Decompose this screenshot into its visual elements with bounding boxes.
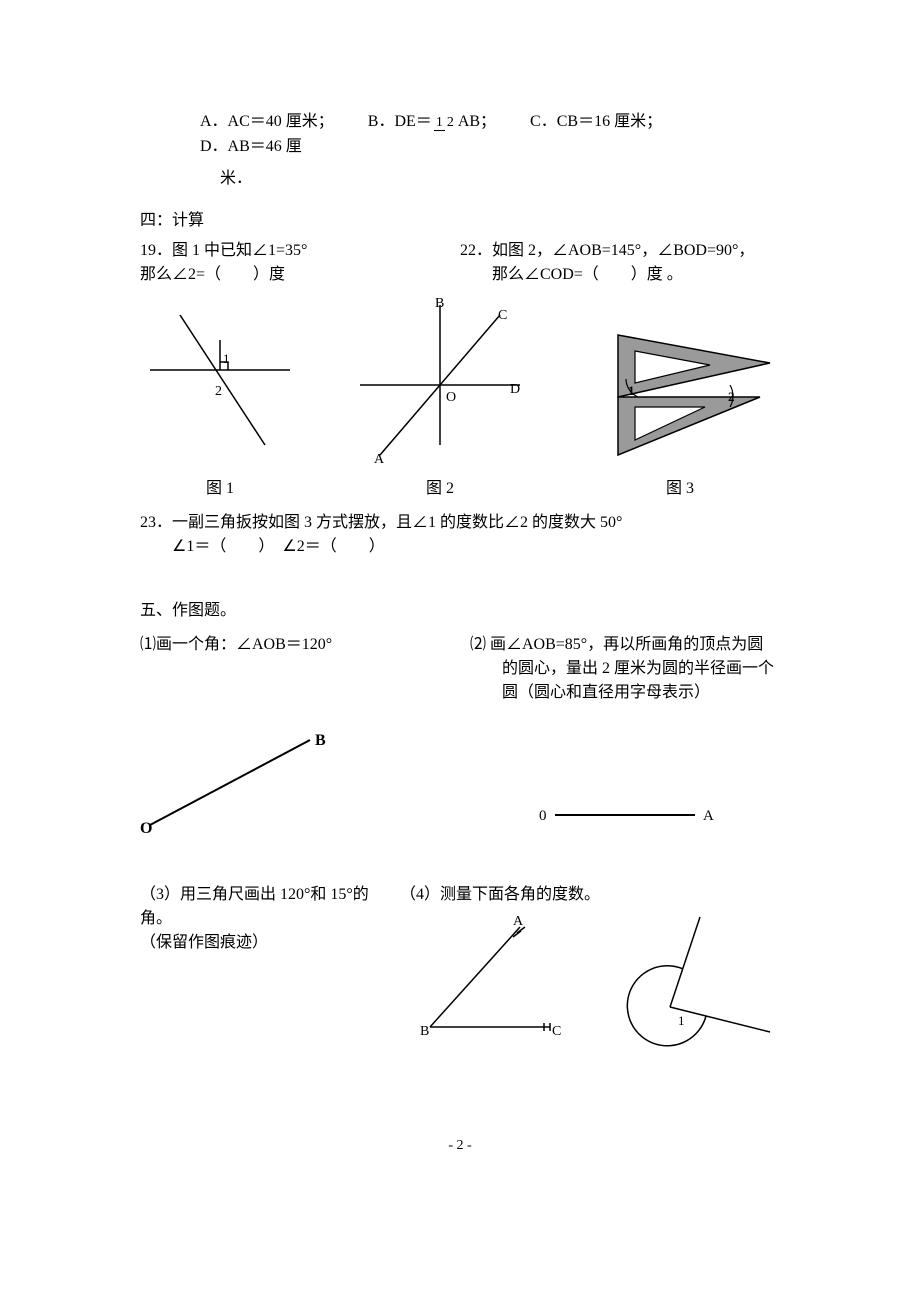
fig1-label2: 2 [215,384,222,399]
page-footer: - 2 - [140,1135,780,1156]
fraction-den: 2 [445,115,456,130]
figure2-svg: B C D O A [340,295,540,465]
fig2-B: B [435,296,444,311]
option-a: A．AC＝40 厘米； [200,110,334,134]
fig6-C: C [552,1024,561,1039]
page: A．AC＝40 厘米； B．DE＝12AB； C．CB＝16 厘米； D．AB＝… [0,0,920,1216]
fraction-num: 1 [434,115,445,131]
fig2-A: A [374,452,385,465]
figure1-label: 图 1 [140,477,300,501]
sec5-figs1: B O 0 A [140,725,780,843]
figure1-svg: 1 2 [140,315,300,465]
sec5-row1: ⑴画一个角：∠AOB＝120° ⑵ 画∠AOB=85°，再以所画角的顶点为圆 的… [140,633,780,705]
figure3-svg: 1 2 [580,325,780,465]
option-b-suffix: AB； [458,113,496,130]
fig1-label1: 1 [223,351,230,366]
figure1-block: 1 2 图 1 [140,315,300,501]
options-row: A．AC＝40 厘米； B．DE＝12AB； C．CB＝16 厘米； D．AB＝… [140,110,780,159]
figure3-label: 图 3 [580,477,780,501]
figure2-block: B C D O A 图 2 [340,295,540,501]
option-c: C．CB＝16 厘米； [530,110,662,134]
fig6-1: 1 [678,1013,685,1028]
fig-oa-svg: 0 A [525,795,725,835]
q5-2b: 的圆心，量出 2 厘米为圆的半径画一个 [470,657,780,681]
section4-heading: 四：计算 [140,209,780,233]
q5-3b: （保留作图痕迹） [140,931,380,955]
q5-2c: 圆（圆心和直径用字母表示） [470,681,780,705]
figure2-label: 图 2 [340,477,540,501]
q23-line2: ∠1＝（ ） ∠2＝（ ） [140,535,780,559]
fig-ob-B: B [315,732,326,749]
q5-2a: ⑵ 画∠AOB=85°，再以所画角的顶点为圆 [470,633,780,657]
fig6-svg: A B C 1 [400,907,780,1047]
fig2-C: C [498,308,507,323]
q19-line1: 19．图 1 中已知∠1=35° [140,239,460,263]
sec5-row2: （3）用三角尺画出 120°和 15°的角。 （保留作图痕迹） （4）测量下面各… [140,883,780,1055]
fig6-B: B [420,1024,429,1039]
figure3-block: 1 2 图 3 [580,325,780,501]
fig-ob-O: O [140,820,152,835]
fig-ob-svg: B O [140,725,340,835]
fig3-label2: 2 [728,389,735,404]
q23-line1: 23．一副三角扳按如图 3 方式摆放，且∠1 的度数比∠2 的度数大 50° [140,511,780,535]
q19-line2: 那么∠2=（ ）度 [140,263,460,287]
sec4-text-row: 19．图 1 中已知∠1=35° 那么∠2=（ ）度 22．如图 2，∠AOB=… [140,239,780,287]
fig3-label1: 1 [628,383,635,398]
option-b-prefix: B．DE＝ [368,113,432,130]
fig-oa-A: A [703,808,714,824]
section5-heading: 五、作图题。 [140,599,780,623]
fraction-icon: 12 [434,116,456,130]
fig6-A: A [513,914,524,929]
option-d: D．AB＝46 厘 [200,135,302,159]
q5-3a: （3）用三角尺画出 120°和 15°的角。 [140,883,380,931]
fig2-O: O [446,390,456,405]
figures-row: 1 2 图 1 B C D O A 图 [140,295,780,501]
q22-line2: 那么∠COD=（ ）度 。 [460,263,780,287]
q5-4: （4）测量下面各角的度数。 [400,883,780,907]
q5-1: ⑴画一个角：∠AOB＝120° [140,633,450,657]
fig2-D: D [510,382,520,397]
fig-oa-O: 0 [539,808,547,824]
q22-line1: 22．如图 2，∠AOB=145°，∠BOD=90°， [460,239,780,263]
option-d-tail: 米． [140,167,780,191]
option-b: B．DE＝12AB； [368,110,496,134]
